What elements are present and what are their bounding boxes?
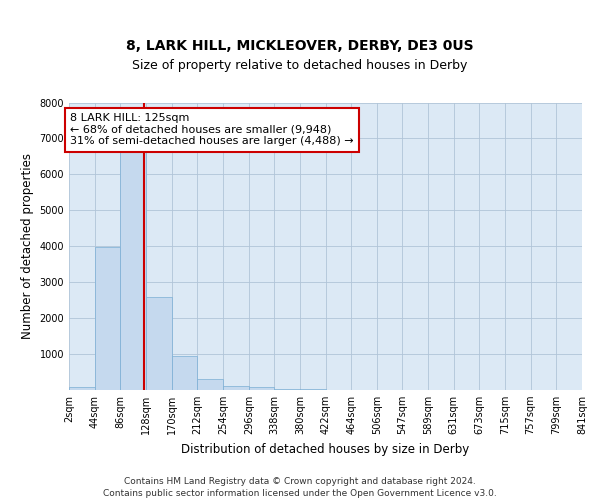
Bar (95, 247, 121, 390)
X-axis label: Distribution of detached houses by size in Derby: Distribution of detached houses by size … (181, 442, 470, 456)
Y-axis label: Number of detached properties: Number of detached properties (21, 153, 34, 340)
Bar (69, 387, 95, 390)
Bar (223, 386, 249, 390)
Bar (146, 296, 172, 390)
Bar (121, 152, 146, 390)
Text: 8, LARK HILL, MICKLEOVER, DERBY, DE3 0US: 8, LARK HILL, MICKLEOVER, DERBY, DE3 0US (126, 38, 474, 52)
Text: 8 LARK HILL: 125sqm
← 68% of detached houses are smaller (9,948)
31% of semi-det: 8 LARK HILL: 125sqm ← 68% of detached ho… (70, 114, 354, 146)
Text: Contains HM Land Registry data © Crown copyright and database right 2024.
Contai: Contains HM Land Registry data © Crown c… (103, 476, 497, 498)
Bar (274, 388, 300, 390)
Text: Size of property relative to detached houses in Derby: Size of property relative to detached ho… (133, 59, 467, 72)
Bar (172, 356, 197, 390)
Bar (197, 379, 223, 390)
Bar (249, 387, 274, 390)
